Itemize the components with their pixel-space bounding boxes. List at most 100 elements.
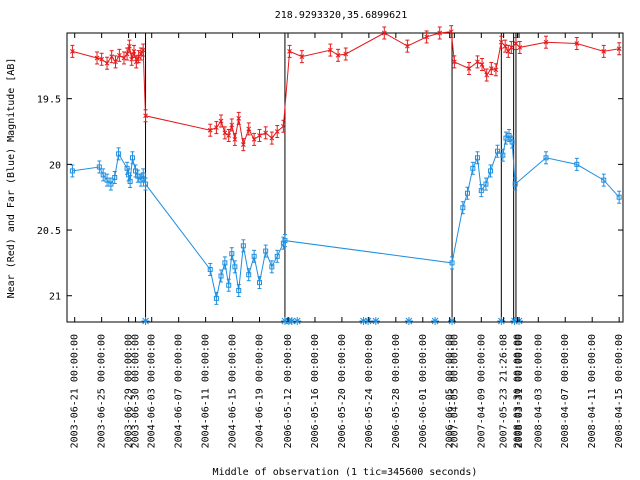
x-tick-label: 2006-05-24 00:00:00 xyxy=(364,334,375,448)
data-point xyxy=(116,151,122,157)
data-point xyxy=(135,173,141,179)
data-point xyxy=(69,168,75,174)
data-point xyxy=(328,47,333,53)
data-point xyxy=(113,59,118,65)
data-point xyxy=(214,125,219,130)
data-point xyxy=(207,127,213,133)
data-point xyxy=(601,177,607,183)
data-point xyxy=(381,30,387,36)
baseline-marker xyxy=(448,317,457,325)
x-tick-label: 2003-06-29 00:00:00 xyxy=(124,334,135,448)
data-point xyxy=(484,72,490,78)
data-point xyxy=(282,238,288,244)
data-point xyxy=(506,132,512,138)
data-point xyxy=(488,66,494,71)
data-point xyxy=(281,123,286,129)
data-point xyxy=(94,55,100,61)
data-point xyxy=(251,253,257,259)
data-point xyxy=(257,133,262,138)
data-point xyxy=(140,172,146,178)
data-point xyxy=(502,43,508,49)
data-point xyxy=(616,46,622,52)
data-point xyxy=(269,264,275,270)
x-tick-label: 2003-06-30 00:00:00 xyxy=(131,334,142,448)
data-point xyxy=(100,172,106,178)
x-axis: 2003-06-21 00:00:00 2003-06-25 00:00:00 20… xyxy=(70,33,625,448)
data-point xyxy=(121,55,127,61)
x-tick-label: 2004-06-19 00:00:00 xyxy=(255,334,266,448)
data-point xyxy=(140,47,146,53)
x-tick-label: 2006-05-20 00:00:00 xyxy=(337,334,348,448)
data-point xyxy=(236,287,242,293)
data-point xyxy=(229,251,235,257)
x-tick-label: 2006-06-05 00:00:00 xyxy=(445,334,456,448)
data-point xyxy=(616,194,622,200)
data-point xyxy=(494,148,500,154)
data-point xyxy=(226,282,232,288)
chart-title: 218.9293320,35.6899621 xyxy=(275,10,407,21)
data-point xyxy=(287,49,292,54)
data-point xyxy=(274,253,280,259)
y-tick-label: 21 xyxy=(49,292,61,303)
data-point xyxy=(299,54,305,59)
x-tick-label: 2007-05-23 21:26:08 xyxy=(499,334,510,448)
baseline-marker xyxy=(141,317,150,325)
y-tick-label: 20 xyxy=(49,160,61,171)
data-point xyxy=(246,126,252,132)
data-point xyxy=(236,116,242,121)
data-point xyxy=(493,67,499,73)
data-point xyxy=(104,177,110,183)
y-tick-label: 20.5 xyxy=(37,226,61,237)
x-tick-label: 2008-03-30 00:00:00 xyxy=(512,334,523,448)
x-tick-label: 2004-06-15 00:00:00 xyxy=(228,334,239,448)
data-point xyxy=(229,122,235,128)
x-axis-label: Middle of observation (1 tic=345600 seco… xyxy=(213,467,478,478)
data-point xyxy=(512,181,518,187)
baseline-marker xyxy=(497,317,506,325)
data-point xyxy=(222,130,228,136)
data-point xyxy=(232,264,238,270)
data-point xyxy=(218,273,224,279)
data-point xyxy=(505,49,511,54)
data-point xyxy=(517,45,523,50)
data-point xyxy=(263,248,269,254)
data-point xyxy=(207,266,213,272)
y-axis: 19.5 20 20.5 21 xyxy=(37,95,623,303)
x-tick-label: 2007-04-05 00:00:00 xyxy=(449,334,460,448)
data-point xyxy=(108,181,114,187)
data-point xyxy=(405,43,410,49)
data-point xyxy=(257,280,263,286)
baseline-marker xyxy=(431,317,440,325)
data-point xyxy=(466,66,472,71)
x-tick-label: 2007-04-09 00:00:00 xyxy=(476,334,487,448)
data-point xyxy=(470,165,476,171)
baseline-marker xyxy=(293,317,302,325)
data-point xyxy=(222,260,228,266)
data-point xyxy=(543,155,549,161)
x-tick-label: 2008-04-07 00:00:00 xyxy=(560,334,571,448)
data-point xyxy=(218,118,224,124)
data-point xyxy=(240,243,246,249)
data-point xyxy=(143,113,148,119)
x-tick-label: 2008-03-31 00:00:00 xyxy=(514,334,525,448)
data-point xyxy=(424,34,429,40)
baseline-marker xyxy=(371,317,380,325)
data-point xyxy=(138,51,144,57)
data-point xyxy=(483,181,489,187)
data-point xyxy=(503,135,509,141)
data-point xyxy=(232,137,238,142)
y-tick-label: 19.5 xyxy=(37,95,61,106)
data-point xyxy=(437,30,443,36)
data-point xyxy=(240,142,246,148)
baseline-marker xyxy=(510,317,519,325)
data-point xyxy=(509,139,515,145)
data-point xyxy=(500,152,506,158)
data-point xyxy=(127,43,132,49)
data-point xyxy=(96,164,102,170)
data-point xyxy=(112,175,118,180)
data-point xyxy=(449,260,455,266)
data-point xyxy=(104,60,110,66)
data-point xyxy=(143,181,149,187)
data-point xyxy=(498,39,504,45)
data-point xyxy=(251,137,257,142)
